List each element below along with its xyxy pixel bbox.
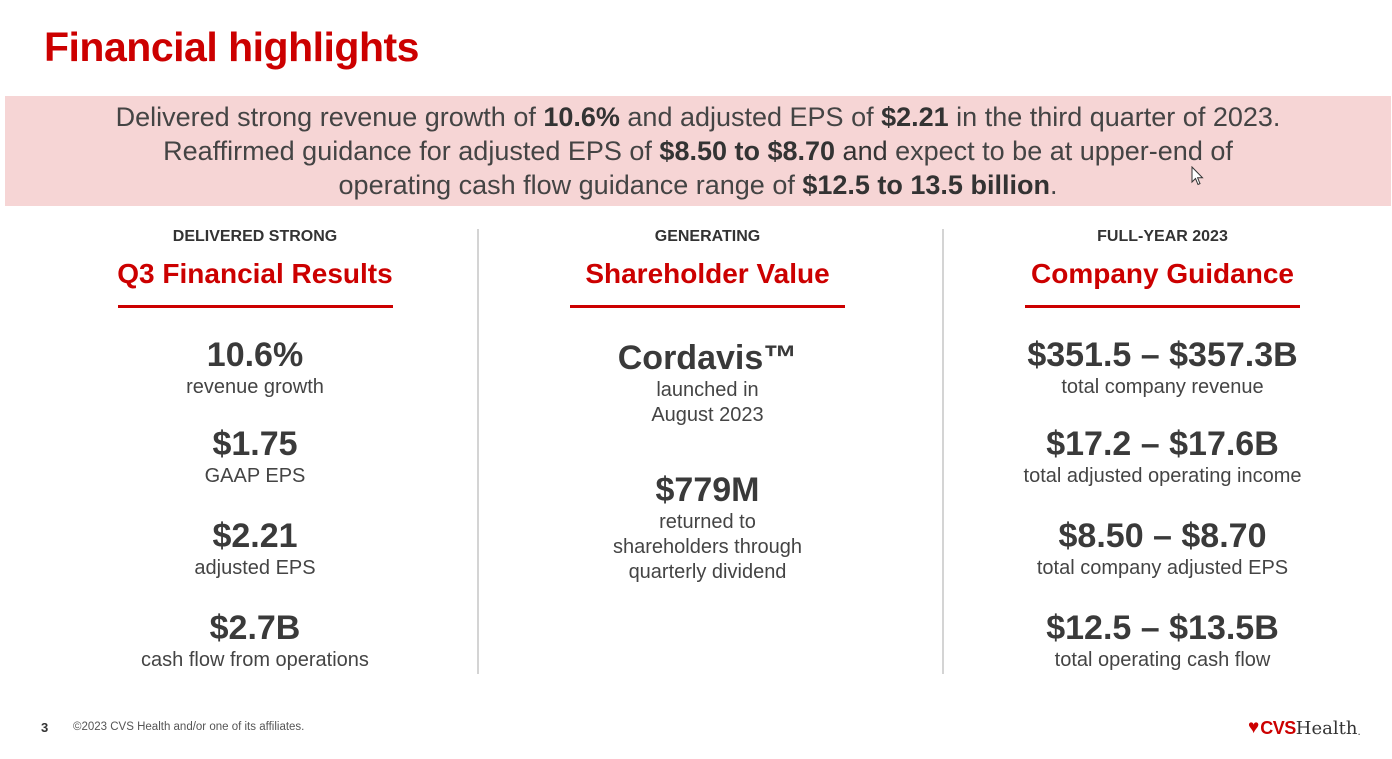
heart-icon: ♥ (1248, 717, 1260, 738)
metric-guidance-revenue: $351.5 – $357.3B total company revenue (945, 335, 1380, 400)
mouse-pointer-icon (1191, 166, 1204, 186)
metric-cordavis: Cordavis™ launched in August 2023 (480, 338, 935, 428)
column-heading: Company Guidance (1031, 258, 1294, 289)
company-guidance-column: FULL-YEAR 2023 Company Guidance $351.5 –… (945, 226, 1380, 673)
metric-label: revenue growth (186, 376, 324, 398)
banner-line-3: operating cash flow guidance range of $1… (338, 170, 1058, 200)
heading-underline (1025, 305, 1300, 308)
metric-label: total adjusted operating income (1023, 465, 1302, 487)
logo-health-text: Health (1295, 717, 1358, 739)
metric-guidance-operating-income: $17.2 – $17.6B total adjusted operating … (945, 424, 1380, 489)
metric-label-line: quarterly dividend (628, 561, 787, 583)
shareholder-value-column: GENERATING Shareholder Value Cordavis™ l… (480, 226, 935, 585)
banner-line-1: Delivered strong revenue growth of 10.6%… (115, 102, 1281, 132)
metric-value: $351.5 – $357.3B (1027, 336, 1298, 374)
column-heading: Shareholder Value (585, 258, 830, 289)
summary-banner: Delivered strong revenue growth of 10.6%… (5, 96, 1391, 206)
metric-value: $2.7B (209, 609, 301, 647)
logo-mark: . (1357, 726, 1361, 738)
metric-value: $17.2 – $17.6B (1046, 425, 1279, 463)
column-heading: Q3 Financial Results (117, 258, 393, 289)
cvs-health-logo: ♥ CVS Health . (1248, 716, 1361, 740)
slide-title: Financial highlights (44, 24, 419, 70)
metric-value: 10.6% (206, 336, 304, 374)
metric-cash-flow: $2.7B cash flow from operations (30, 608, 480, 673)
column-divider (942, 229, 944, 674)
column-divider (477, 229, 479, 674)
metric-adjusted-eps: $2.21 adjusted EPS (30, 516, 480, 581)
metric-guidance-cash-flow: $12.5 – $13.5B total operating cash flow (945, 608, 1380, 673)
copyright-notice: ©2023 CVS Health and/or one of its affil… (73, 721, 305, 733)
metric-label: cash flow from operations (141, 649, 369, 671)
page-number: 3 (41, 720, 49, 735)
heading-underline (570, 305, 845, 308)
metric-value: Cordavis™ (617, 339, 798, 377)
metric-gaap-eps: $1.75 GAAP EPS (30, 424, 480, 489)
q3-results-column: DELIVERED STRONG Q3 Financial Results 10… (30, 226, 480, 673)
column-overline: GENERATING (654, 228, 761, 245)
metric-value: $2.21 (212, 517, 298, 555)
metric-value: $779M (655, 471, 760, 509)
metric-label: total operating cash flow (1054, 649, 1271, 671)
metric-label-line: returned to (659, 511, 756, 533)
metric-label: total company revenue (1061, 376, 1264, 398)
metric-guidance-eps: $8.50 – $8.70 total company adjusted EPS (945, 516, 1380, 581)
metric-dividend: $779M returned to shareholders through q… (480, 470, 935, 585)
metric-label-line: launched in (656, 379, 759, 401)
metric-value: $8.50 – $8.70 (1058, 517, 1267, 555)
metric-label-line: shareholders through (612, 536, 802, 558)
logo-cvs-text: CVS (1260, 717, 1296, 738)
heading-underline (117, 305, 393, 308)
metric-revenue-growth: 10.6% revenue growth (30, 335, 480, 400)
metric-label: adjusted EPS (194, 557, 316, 579)
metric-label: GAAP EPS (204, 465, 306, 487)
metric-label-line: August 2023 (651, 404, 764, 426)
metric-value: $1.75 (212, 425, 298, 463)
column-overline: DELIVERED STRONG (172, 228, 338, 245)
metric-label: total company adjusted EPS (1036, 557, 1289, 579)
banner-line-2: Reaffirmed guidance for adjusted EPS of … (163, 136, 1233, 166)
column-overline: FULL-YEAR 2023 (1097, 228, 1228, 245)
metric-value: $12.5 – $13.5B (1046, 609, 1279, 647)
